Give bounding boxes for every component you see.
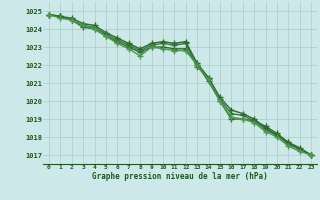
X-axis label: Graphe pression niveau de la mer (hPa): Graphe pression niveau de la mer (hPa) <box>92 172 268 181</box>
